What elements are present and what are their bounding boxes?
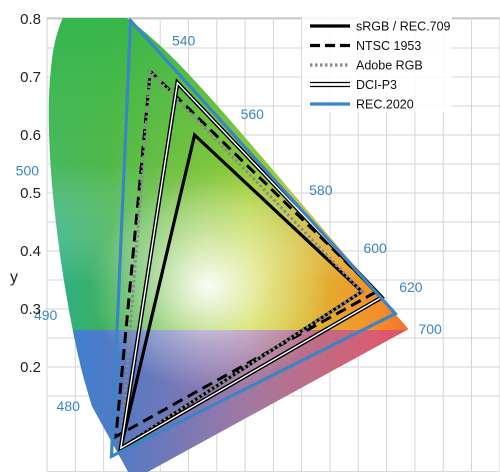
- legend-label: NTSC 1953: [356, 39, 421, 53]
- legend-item: Adobe RGB: [310, 59, 423, 73]
- y-tick-label: 0.7: [20, 69, 41, 86]
- y-tick-label: 0.6: [20, 127, 41, 144]
- legend-item: REC.2020: [310, 98, 414, 112]
- y-tick-label: 0.8: [20, 11, 41, 28]
- legend-label: REC.2020: [356, 98, 414, 112]
- legend-item: sRGB / REC.709: [310, 20, 451, 34]
- y-tick-label: 0.4: [20, 243, 41, 260]
- wavelength-label: 540: [172, 33, 196, 49]
- legend-label: Adobe RGB: [356, 59, 423, 73]
- gamut-adobe-rgb: [119, 67, 365, 452]
- legend-item: DCI-P3: [310, 78, 397, 92]
- y-tick-label: 0.5: [20, 185, 41, 202]
- wavelength-label: 500: [16, 163, 40, 179]
- wavelength-label: 480: [57, 398, 81, 414]
- legend-box: [302, 12, 452, 112]
- legend-item: NTSC 1953: [310, 39, 421, 53]
- y-tick-label: 0.2: [20, 359, 41, 376]
- legend: sRGB / REC.709 NTSC 1953 Adobe RGB DCI-P3 RE…: [302, 12, 452, 112]
- white-point-glow: [89, 180, 330, 391]
- gamut-rec-2020: [109, 18, 398, 459]
- legend-label: sRGB / REC.709: [356, 20, 451, 34]
- y-tick-label: 0.3: [20, 301, 41, 318]
- wavelength-labels: 520540560580600620700500490480: [16, 33, 442, 415]
- y-axis-title: y: [10, 269, 18, 286]
- wavelength-label: 700: [418, 321, 442, 337]
- legend-label: DCI-P3: [356, 78, 397, 92]
- wavelength-label: 490: [34, 307, 58, 323]
- gamut-dci-p3-inner: [119, 81, 383, 450]
- wavelength-label: 600: [363, 240, 387, 256]
- gamut-ntsc-1953: [114, 67, 380, 440]
- wavelength-label: 620: [399, 279, 423, 295]
- gamut-triangles: [109, 18, 398, 459]
- y-axis: y 0.20.30.40.50.60.70.80.9: [10, 11, 41, 376]
- wavelength-label: 580: [309, 182, 333, 198]
- wavelength-label: 560: [241, 106, 265, 122]
